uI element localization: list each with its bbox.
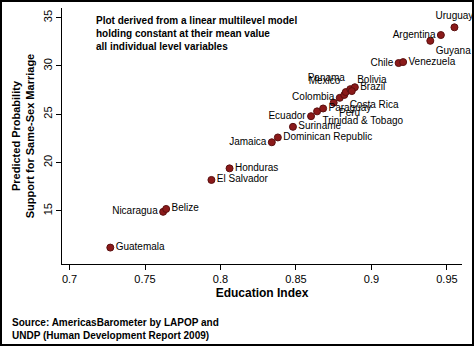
- svg-text:Mexico: Mexico: [309, 75, 341, 86]
- svg-text:Trinidad & Tobago: Trinidad & Tobago: [322, 115, 403, 126]
- svg-text:30: 30: [42, 58, 54, 70]
- svg-text:Dominican Republic: Dominican Republic: [283, 131, 372, 142]
- svg-text:Education Index: Education Index: [216, 286, 309, 300]
- svg-text:El Salvador: El Salvador: [217, 173, 269, 184]
- svg-text:Suriname: Suriname: [298, 120, 341, 131]
- svg-text:Source: AmericasBarometer by L: Source: AmericasBarometer by LAPOP andUN…: [12, 317, 219, 341]
- svg-text:Ecuador: Ecuador: [268, 110, 306, 121]
- svg-text:Bolivia: Bolivia: [357, 74, 387, 85]
- svg-text:Costa Rica: Costa Rica: [350, 99, 399, 110]
- svg-text:0.7: 0.7: [62, 273, 77, 285]
- svg-text:0.95: 0.95: [436, 273, 457, 285]
- svg-text:0.85: 0.85: [285, 273, 306, 285]
- svg-text:Guatemala: Guatemala: [116, 241, 165, 252]
- svg-text:Plot derived from a linear mul: Plot derived from a linear multilevel mo…: [96, 15, 297, 52]
- svg-text:Jamaica: Jamaica: [229, 136, 267, 147]
- svg-text:Belize: Belize: [172, 202, 200, 213]
- svg-text:0.9: 0.9: [364, 273, 379, 285]
- svg-text:35: 35: [42, 10, 54, 22]
- svg-text:Panama: Panama: [308, 72, 346, 83]
- svg-text:Brazil: Brazil: [360, 81, 385, 92]
- svg-text:Argentina: Argentina: [393, 29, 436, 40]
- svg-text:0.8: 0.8: [213, 273, 228, 285]
- svg-text:Guyana: Guyana: [436, 45, 471, 56]
- svg-text:Paraguay: Paraguay: [329, 102, 372, 113]
- svg-text:Chile: Chile: [370, 57, 393, 68]
- svg-text:Nicaragua: Nicaragua: [112, 205, 158, 216]
- svg-text:Honduras: Honduras: [235, 162, 278, 173]
- svg-text:0.75: 0.75: [134, 273, 155, 285]
- svg-text:Uruguay: Uruguay: [436, 10, 474, 21]
- svg-text:Predicted ProbabilitySupport f: Predicted ProbabilitySupport for Same-Se…: [10, 54, 36, 218]
- svg-text:20: 20: [42, 155, 54, 167]
- svg-text:Venezuela: Venezuela: [409, 56, 456, 67]
- svg-text:Colombia: Colombia: [292, 91, 335, 102]
- svg-text:Peru: Peru: [339, 107, 360, 118]
- svg-text:25: 25: [42, 106, 54, 118]
- svg-text:15: 15: [42, 203, 54, 215]
